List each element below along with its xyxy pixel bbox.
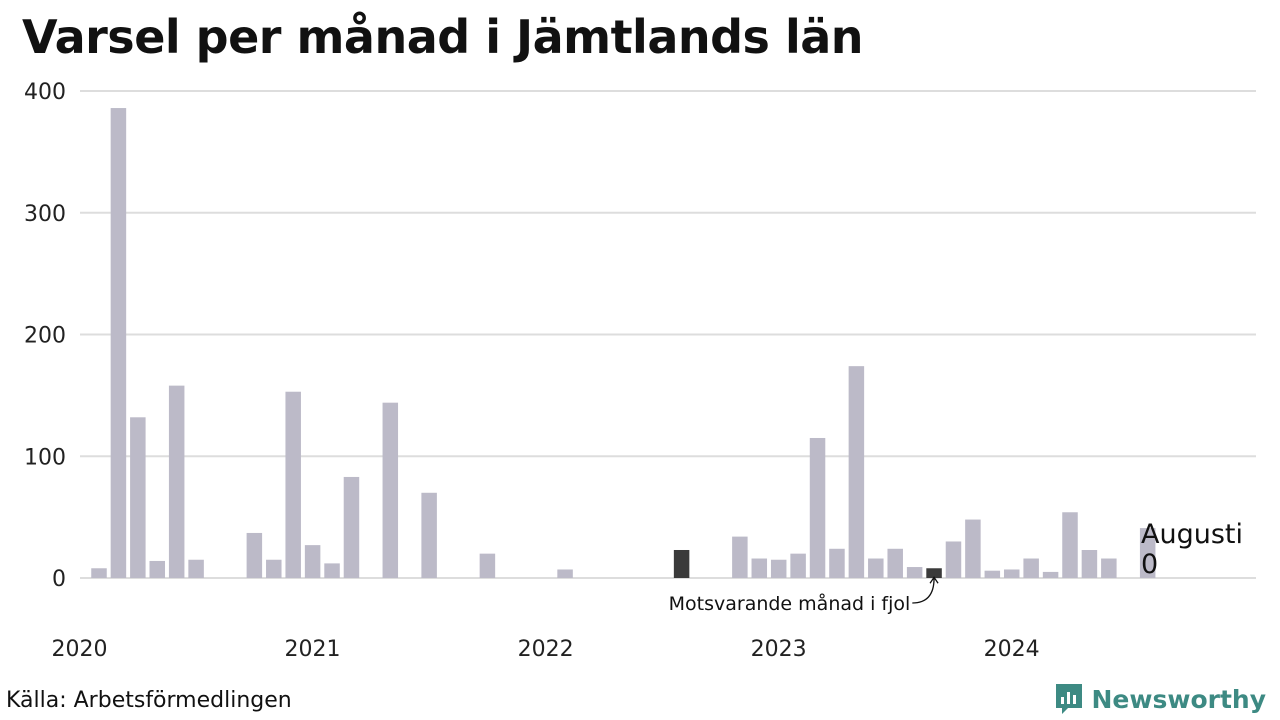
bar (382, 402, 399, 578)
bar (421, 492, 437, 578)
bar (188, 559, 204, 578)
annotation-arrow (912, 576, 939, 604)
bar (790, 553, 806, 578)
bar (906, 567, 923, 578)
bar (285, 391, 301, 578)
x-tick-label: 2021 (285, 637, 341, 662)
bar (1101, 558, 1117, 578)
bar (1139, 528, 1156, 578)
x-axis-ticks: 2020 2021 2022 2023 2024 (52, 637, 1040, 662)
bar (304, 545, 321, 578)
bar (130, 417, 146, 578)
x-tick-label: 2023 (751, 637, 807, 662)
bar (343, 476, 360, 578)
bar (91, 568, 107, 578)
bar (1023, 558, 1039, 578)
x-tick-label: 2020 (52, 637, 108, 662)
bar (266, 559, 282, 578)
bar (887, 548, 903, 578)
bar (1062, 512, 1078, 578)
grid-lines (80, 90, 1256, 579)
y-tick-label: 200 (24, 324, 66, 349)
y-tick-label: 0 (52, 567, 66, 592)
y-tick-label: 100 (24, 445, 66, 470)
x-tick-label: 2022 (518, 637, 574, 662)
bar (809, 437, 826, 578)
y-axis-ticks: 0 100 200 300 400 (24, 80, 66, 592)
y-tick-label: 400 (24, 80, 66, 105)
bar (110, 108, 127, 579)
bar (479, 553, 496, 578)
last-value: 0 (1141, 549, 1158, 580)
highlight-bar (926, 568, 942, 578)
bar (848, 366, 865, 578)
bar (168, 385, 185, 578)
bar-chart: 0 100 200 300 400 2020 2021 2022 2023 2024 Motsv… (24, 80, 1256, 662)
annotation-text: Motsvarande månad i fjol (669, 592, 911, 615)
bar (770, 559, 787, 578)
brand-name: Newsworthy (1091, 684, 1267, 714)
source-note: Källa: Arbetsförmedlingen (6, 688, 292, 713)
newsworthy-logo-icon (1055, 684, 1082, 714)
brand-logo[interactable]: Newsworthy (1054, 682, 1267, 716)
bar (732, 536, 748, 578)
bar (324, 563, 340, 578)
last-value-label: Augusti 0 (1141, 519, 1243, 580)
bar (149, 560, 166, 578)
bar (1003, 569, 1020, 578)
x-tick-label: 2024 (984, 637, 1040, 662)
bar (1081, 549, 1098, 578)
bar (965, 519, 981, 578)
chart-title: Varsel per månad i Jämtlands län (22, 10, 864, 64)
y-tick-label: 300 (24, 202, 66, 227)
highlight-bar (673, 549, 690, 578)
bar (984, 570, 1001, 578)
bar (868, 558, 884, 578)
bar (751, 558, 768, 578)
bar (1042, 571, 1059, 578)
bar (246, 532, 263, 578)
last-month-label: Augusti (1141, 519, 1243, 550)
bars (91, 108, 1156, 579)
annotation: Motsvarande månad i fjol (669, 576, 939, 615)
bar (945, 541, 962, 578)
bar (557, 569, 573, 578)
bar (829, 548, 845, 578)
